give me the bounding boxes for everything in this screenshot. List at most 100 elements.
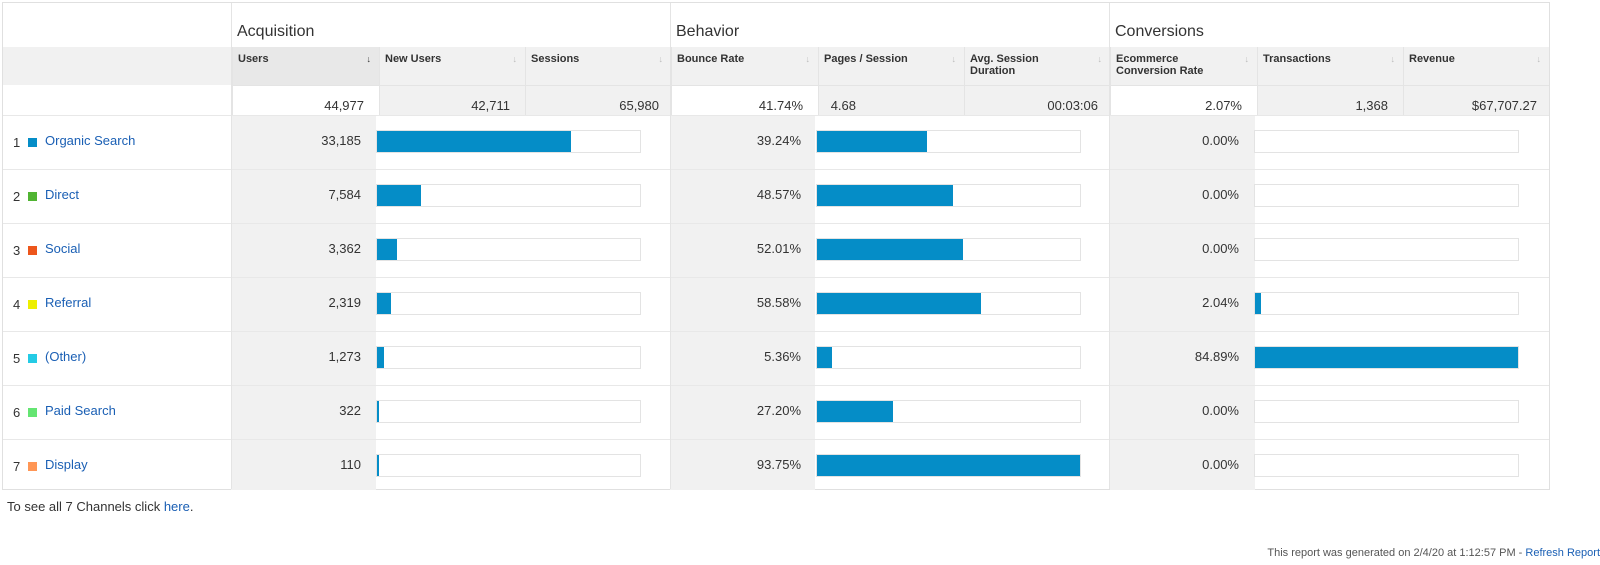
sort-icon[interactable]: ↓ <box>512 54 518 64</box>
header-pages-session[interactable]: Pages / Session ↓ <box>818 47 964 85</box>
users-value: 2,319 <box>328 295 361 310</box>
footer-suffix: . <box>189 499 194 514</box>
header-ecommerce-conversion-rate[interactable]: Ecommerce Conversion Rate ↓ <box>1110 47 1257 85</box>
header-pages-session-label: Pages / Session <box>824 53 908 65</box>
bounce-rate-value: 52.01% <box>756 241 801 256</box>
channel-link[interactable]: Social <box>45 241 81 256</box>
bounce-rate-bar <box>816 292 1081 315</box>
row-number: 6 <box>13 405 21 420</box>
users-bar-fill <box>377 347 384 368</box>
sort-icon[interactable]: ↓ <box>1097 54 1103 64</box>
users-bar <box>376 184 641 207</box>
row-number: 7 <box>13 459 21 474</box>
channel-color-swatch <box>28 192 37 201</box>
bounce-rate-value: 5.36% <box>764 349 801 364</box>
users-bar-fill <box>377 239 397 260</box>
users-bar-fill <box>377 401 379 422</box>
users-bar <box>376 346 641 369</box>
table-row: 1 Organic Search 33,185 39.24% 0.00% <box>3 115 1549 169</box>
channel-link[interactable]: Referral <box>45 295 92 310</box>
table-row: 3 Social 3,362 52.01% 0.00% <box>3 223 1549 277</box>
channel-color-swatch <box>28 462 37 471</box>
total-revenue: $67,707.27 <box>1403 85 1549 115</box>
users-bar <box>376 130 641 153</box>
channel-color-swatch <box>28 138 37 147</box>
bounce-rate-bar <box>816 346 1081 369</box>
header-ecommerce-conversion-rate-label: Ecommerce Conversion Rate <box>1116 53 1204 77</box>
bounce-rate-bar <box>816 130 1081 153</box>
table-row: 2 Direct 7,584 48.57% 0.00% <box>3 169 1549 223</box>
conversion-rate-bar-fill <box>1255 347 1518 368</box>
row-number: 5 <box>13 351 21 366</box>
bounce-rate-bar <box>816 238 1081 261</box>
header-bounce-rate[interactable]: Bounce Rate ↓ <box>671 47 818 85</box>
header-new-users[interactable]: New Users ↓ <box>379 47 525 85</box>
table-row: 5 (Other) 1,273 5.36% 84.89% <box>3 331 1549 385</box>
sort-icon[interactable]: ↓ <box>658 54 664 64</box>
refresh-report-link[interactable]: Refresh Report <box>1525 547 1600 559</box>
conversion-rate-bar <box>1254 238 1519 261</box>
header-users[interactable]: Users ↓ <box>232 47 379 85</box>
sort-icon[interactable]: ↓ <box>951 54 957 64</box>
group-conversions: Conversions <box>1115 23 1204 40</box>
users-bar <box>376 454 641 477</box>
users-bar-fill <box>377 185 421 206</box>
users-bar <box>376 400 641 423</box>
header-corner <box>3 47 232 85</box>
header-avg-session-duration-label: Avg. Session Duration <box>970 53 1039 77</box>
total-avg-session-duration: 00:03:06 <box>964 85 1110 115</box>
bounce-column-shade <box>670 115 815 490</box>
total-ecommerce-conversion-rate: 2.07% <box>1110 85 1257 115</box>
channel-link[interactable]: Paid Search <box>45 403 116 418</box>
bounce-rate-bar-fill <box>817 185 953 206</box>
channel-link[interactable]: (Other) <box>45 349 87 364</box>
channel-link[interactable]: Display <box>45 457 88 472</box>
conversion-rate-value: 0.00% <box>1202 403 1239 418</box>
sort-icon[interactable]: ↓ <box>805 54 811 64</box>
header-transactions[interactable]: Transactions ↓ <box>1257 47 1403 85</box>
sort-icon[interactable]: ↓ <box>1536 54 1542 64</box>
divider <box>231 3 232 489</box>
conversion-rate-value: 0.00% <box>1202 133 1239 148</box>
conversion-rate-bar-fill <box>1255 293 1261 314</box>
users-bar <box>376 292 641 315</box>
total-new-users: 42,711 <box>379 85 525 115</box>
channels-table: Acquisition Behavior Conversions Users ↓… <box>2 2 1550 490</box>
bounce-rate-bar-fill <box>817 293 981 314</box>
channel-link[interactable]: Organic Search <box>45 133 136 148</box>
conversion-rate-value: 84.89% <box>1194 349 1239 364</box>
users-bar-fill <box>377 293 391 314</box>
bounce-rate-value: 93.75% <box>756 457 801 472</box>
bounce-rate-bar-fill <box>817 455 1080 476</box>
users-bar-fill <box>377 455 379 476</box>
sort-desc-icon[interactable]: ↓ <box>366 54 372 64</box>
users-value: 322 <box>339 403 361 418</box>
header-avg-session-duration[interactable]: Avg. Session Duration ↓ <box>964 47 1110 85</box>
channel-color-swatch <box>28 408 37 417</box>
channel-color-swatch <box>28 246 37 255</box>
table-row: 7 Display 110 93.75% 0.00% <box>3 439 1549 493</box>
header-revenue[interactable]: Revenue ↓ <box>1403 47 1549 85</box>
row-number: 1 <box>13 135 21 150</box>
total-pages-session: 4.68 <box>818 85 964 115</box>
bounce-rate-value: 39.24% <box>756 133 801 148</box>
group-acquisition: Acquisition <box>237 23 315 40</box>
conversion-rate-value: 0.00% <box>1202 187 1239 202</box>
see-all-channels-link[interactable]: here <box>163 499 190 514</box>
header-sessions[interactable]: Sessions ↓ <box>525 47 671 85</box>
conversion-rate-bar <box>1254 292 1519 315</box>
sort-icon[interactable]: ↓ <box>1244 54 1250 64</box>
total-bounce-rate: 41.74% <box>671 85 818 115</box>
header-users-label: Users <box>238 53 269 65</box>
users-value: 7,584 <box>328 187 361 202</box>
row-number: 4 <box>13 297 21 312</box>
channel-link[interactable]: Direct <box>45 187 79 202</box>
sort-icon[interactable]: ↓ <box>1390 54 1396 64</box>
header-new-users-label: New Users <box>385 53 442 65</box>
bounce-rate-bar <box>816 184 1081 207</box>
header-bounce-rate-label: Bounce Rate <box>677 53 745 65</box>
conversion-rate-value: 0.00% <box>1202 241 1239 256</box>
users-column-shade <box>231 115 376 490</box>
users-value: 1,273 <box>328 349 361 364</box>
bounce-rate-bar-fill <box>817 131 927 152</box>
